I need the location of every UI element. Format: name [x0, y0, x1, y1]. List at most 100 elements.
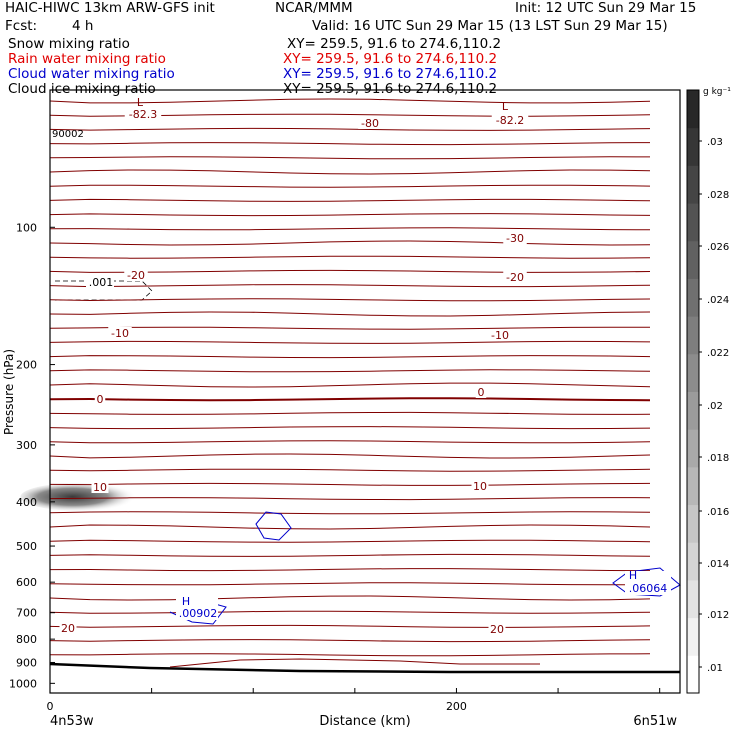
temperature-contour-line — [49, 653, 651, 657]
temperature-contour-line — [49, 582, 651, 586]
field-cloudwater-name: Cloud water mixing ratio — [8, 66, 175, 82]
temperature-contour-line — [49, 369, 651, 373]
high-marker-value: .06064 — [629, 582, 668, 595]
contour-label-bg — [488, 623, 506, 635]
contour-label-bg — [124, 108, 162, 120]
temperature-contour-label: 0 — [478, 386, 485, 399]
high-marker: H — [182, 595, 190, 608]
temperature-contour-line — [49, 453, 651, 459]
temperature-contour-line — [49, 468, 651, 472]
temperature-contour-line — [49, 198, 651, 202]
y-axis-tick-label: 600 — [16, 576, 37, 589]
low-marker: L — [502, 100, 509, 113]
temperature-contour-line — [49, 595, 651, 601]
y-axis-tick-label: 700 — [16, 607, 37, 620]
colorbar-segment — [687, 579, 699, 619]
temperature-contour-line — [49, 568, 651, 572]
temperature-contour-line — [49, 213, 651, 217]
valid-label: Valid: 16 UTC Sun 29 Mar 15 (13 LST Sun … — [312, 18, 668, 34]
colorbar-tick-label: .012 — [707, 610, 729, 621]
contour-label-bg — [503, 232, 527, 244]
y-axis-tick-label: 100 — [16, 221, 37, 234]
y-axis-tick-label: 800 — [16, 633, 37, 646]
temperature-contour-line — [49, 610, 651, 614]
temperature-contour-line — [49, 426, 651, 430]
colorbar-segment — [687, 203, 699, 242]
contour-label-bg — [488, 329, 512, 341]
y-axis-tick-label: 1000 — [9, 677, 37, 690]
contour-label-bg — [108, 327, 132, 339]
colorbar-segment — [687, 504, 699, 543]
temperature-contour-label: -10 — [491, 329, 509, 342]
temperature-contour-line — [49, 397, 651, 402]
temperature-contour-label: 0 — [97, 393, 104, 406]
y-axis-tick-label: 400 — [16, 496, 37, 509]
colorbar-tick-label: .028 — [707, 190, 729, 201]
colorbar-tick-label: .014 — [707, 559, 729, 570]
temperature-contour-line — [49, 382, 651, 388]
colorbar-tick-label: .022 — [707, 348, 729, 359]
cloud-ice-shading — [20, 482, 137, 511]
contour-label-bg — [625, 571, 671, 595]
contour-label-bg — [86, 276, 114, 288]
colorbar-segment — [687, 655, 699, 694]
temperature-contour-label: -80 — [361, 117, 379, 130]
high-marker-value: .00902 — [179, 607, 218, 620]
temperature-contour-line — [49, 440, 651, 444]
contour-label-bg — [91, 481, 109, 493]
contour-label-bg — [503, 271, 527, 283]
contour-label-bg — [471, 480, 489, 492]
field-rain-xy: XY= 259.5, 91.6 to 274.6,110.2 — [283, 51, 498, 67]
x-axis-tick-label: 0 — [47, 700, 54, 713]
org-label: NCAR/MMM — [275, 0, 353, 16]
temperature-contour-line — [49, 127, 651, 131]
temperature-contour-line — [49, 269, 651, 273]
colorbar-tick-label: .018 — [707, 453, 729, 464]
y-axis-tick-label: 500 — [16, 540, 37, 553]
cloud-water-contour — [612, 567, 681, 597]
temperature-contour-label: 10 — [93, 481, 107, 494]
temperature-contour-label: 20 — [490, 623, 504, 636]
temperature-contour-label: 20 — [61, 622, 75, 635]
colorbar-tick-label: .02 — [707, 401, 723, 412]
temperature-contour-line — [49, 142, 651, 146]
temperature-contour-line — [49, 255, 651, 259]
colorbar-segment — [687, 316, 699, 355]
temperature-contour-label: -20 — [127, 269, 145, 282]
temperature-contour-line — [49, 184, 651, 188]
init-label: Init: 12 UTC Sun 29 Mar 15 — [515, 0, 697, 16]
title-left: HAIC-HIWC 13km ARW-GFS init — [5, 0, 215, 16]
colorbar-unit: g kg⁻¹ — [703, 87, 731, 97]
temperature-contour-line — [49, 311, 651, 317]
field-snow-xy: XY= 259.5, 91.6 to 274.6,110.2 — [287, 36, 502, 52]
temperature-contour-label: -30 — [506, 232, 524, 245]
field-snow-name: Snow mixing ratio — [8, 36, 130, 52]
temperature-contour-line — [49, 539, 651, 543]
colorbar-segment — [687, 240, 699, 279]
plot-frame — [49, 89, 681, 694]
temperature-contour-label: -82.3 — [129, 108, 157, 121]
colorbar-segment — [687, 429, 699, 468]
y-axis-tick-label: 200 — [16, 359, 37, 372]
temperature-contour-line — [49, 227, 651, 231]
colorbar-tick-label: .01 — [707, 663, 723, 674]
colorbar-tick-label: .024 — [707, 295, 729, 306]
field-cloudice-name: Cloud ice mixing ratio — [8, 81, 156, 97]
colorbar-segment — [687, 466, 699, 506]
colorbar-segment — [687, 165, 699, 204]
temperature-contour-line — [49, 240, 651, 246]
colorbar-segment — [687, 127, 699, 166]
colorbar-segment — [687, 391, 699, 430]
contour-label-bg — [176, 598, 218, 620]
y-axis-tick-label: 300 — [16, 439, 37, 452]
contour-label-bg — [358, 117, 382, 129]
temperature-contour-line — [49, 355, 651, 359]
temperature-contour-line — [49, 524, 651, 530]
colorbar-segment — [687, 353, 699, 392]
colorbar-segment — [687, 90, 699, 129]
colorbar-segment — [687, 542, 699, 581]
x-axis-title: Distance (km) — [319, 714, 410, 729]
temperature-contour-line — [49, 298, 651, 302]
contour-label-bg — [94, 393, 106, 405]
colorbar-tick-label: .016 — [707, 507, 729, 518]
